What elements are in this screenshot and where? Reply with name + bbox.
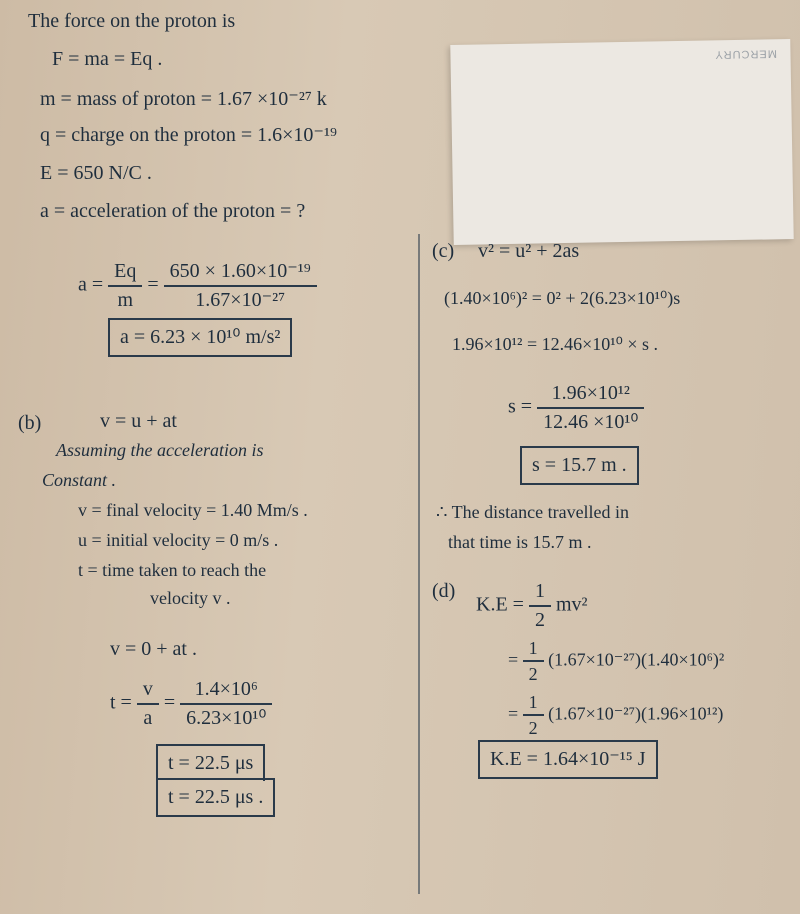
- b-vdef: v = final velocity = 1.40 Mm/s .: [78, 498, 308, 522]
- line-force-intro: The force on the proton is: [28, 8, 235, 35]
- b-note2: Constant .: [42, 468, 116, 492]
- a-frac2-num: 650 × 1.60×10⁻¹⁹: [164, 258, 317, 287]
- b-udef: u = initial velocity = 0 m/s .: [78, 528, 278, 552]
- line-f-ma-eq: F = ma = Eq .: [52, 46, 162, 73]
- a-result-box: a = 6.23 × 10¹⁰ m/s²: [108, 318, 292, 357]
- b-t-lhs: t =: [110, 692, 132, 714]
- d-l2-num: 1: [523, 636, 544, 662]
- c-s-lhs: s =: [508, 396, 532, 418]
- c-line2: (1.40×10⁶)² = 0² + 2(6.23×10¹⁰)s: [444, 286, 680, 310]
- b-tdef: t = time taken to reach the: [78, 558, 266, 582]
- c-conc1: ∴ The distance travelled in: [436, 500, 629, 524]
- b-tdef2: velocity v .: [150, 586, 230, 610]
- a-frac1-num: Eq: [108, 258, 142, 287]
- part-d-label: (d): [432, 578, 455, 605]
- d-l2-pre: =: [508, 649, 518, 669]
- d-eq1-den: 2: [529, 607, 551, 634]
- b-tfrac1-den: a: [137, 705, 159, 732]
- d-l3-num: 1: [523, 690, 544, 716]
- sticky-note: MERCURY: [450, 39, 793, 245]
- c-sfrac-den: 12.46 ×10¹⁰: [537, 409, 644, 436]
- a-frac2-den: 1.67×10⁻²⁷: [164, 287, 317, 314]
- d-l2-den: 2: [523, 662, 544, 686]
- b-note1: Assuming the acceleration is: [56, 438, 263, 462]
- a-eq: =: [147, 274, 158, 296]
- c-line3: 1.96×10¹² = 12.46×10¹⁰ × s .: [452, 332, 658, 356]
- d-l3-den: 2: [523, 716, 544, 740]
- b-res2-box: t = 22.5 μs .: [156, 778, 275, 817]
- center-divider: [418, 234, 420, 894]
- part-c-label: (c): [432, 238, 454, 265]
- b-eq1: v = u + at: [100, 408, 177, 435]
- d-result-box: K.E = 1.64×10⁻¹⁵ J: [478, 740, 658, 779]
- c-result-box: s = 15.7 m .: [520, 446, 639, 485]
- b-t-eq: =: [164, 692, 175, 714]
- b-res2: t = 22.5 μs .: [168, 786, 263, 808]
- d-line3: = 1 2 (1.67×10⁻²⁷)(1.96×10¹²): [508, 690, 723, 741]
- d-eq1: K.E = 1 2 mv²: [476, 578, 588, 634]
- d-l3-rest: (1.67×10⁻²⁷)(1.96×10¹²): [548, 703, 723, 723]
- line-accel-q: a = acceleration of the proton = ?: [40, 198, 305, 225]
- b-t-calc: t = v a = 1.4×10⁶ 6.23×10¹⁰: [110, 676, 272, 732]
- b-eq2: v = 0 + at .: [110, 636, 197, 663]
- d-eq1-rhs: mv²: [556, 594, 588, 616]
- a-equals: a = Eq m = 650 × 1.60×10⁻¹⁹ 1.67×10⁻²⁷: [78, 258, 317, 314]
- c-sfrac-num: 1.96×10¹²: [537, 380, 644, 409]
- c-result: s = 15.7 m .: [532, 454, 627, 476]
- b-res1-box: t = 22.5 μs: [156, 744, 265, 781]
- b-res1: t = 22.5 μs: [168, 752, 253, 774]
- c-conc2: that time is 15.7 m .: [448, 530, 592, 554]
- d-l2-rest: (1.67×10⁻²⁷)(1.40×10⁶)²: [548, 649, 724, 669]
- a-frac1-den: m: [108, 287, 142, 314]
- a-lhs: a =: [78, 274, 103, 296]
- a-result: a = 6.23 × 10¹⁰ m/s²: [120, 326, 280, 348]
- b-tfrac2-num: 1.4×10⁶: [180, 676, 272, 705]
- b-tfrac1-num: v: [137, 676, 159, 705]
- d-l3-pre: =: [508, 703, 518, 723]
- line-charge: q = charge on the proton = 1.6×10⁻¹⁹: [40, 122, 337, 149]
- d-eq1-lhs: K.E =: [476, 594, 524, 616]
- line-mass: m = mass of proton = 1.67 ×10⁻²⁷ k: [40, 86, 327, 113]
- d-eq1-num: 1: [529, 578, 551, 607]
- line-efield: E = 650 N/C .: [40, 160, 152, 187]
- sticky-brand: MERCURY: [714, 47, 777, 60]
- c-eq1: v² = u² + 2as: [478, 238, 579, 265]
- part-b-label: (b): [18, 410, 41, 437]
- b-tfrac2-den: 6.23×10¹⁰: [180, 705, 272, 732]
- c-s-calc: s = 1.96×10¹² 12.46 ×10¹⁰: [508, 380, 644, 436]
- d-line2: = 1 2 (1.67×10⁻²⁷)(1.40×10⁶)²: [508, 636, 724, 687]
- d-result: K.E = 1.64×10⁻¹⁵ J: [490, 748, 646, 770]
